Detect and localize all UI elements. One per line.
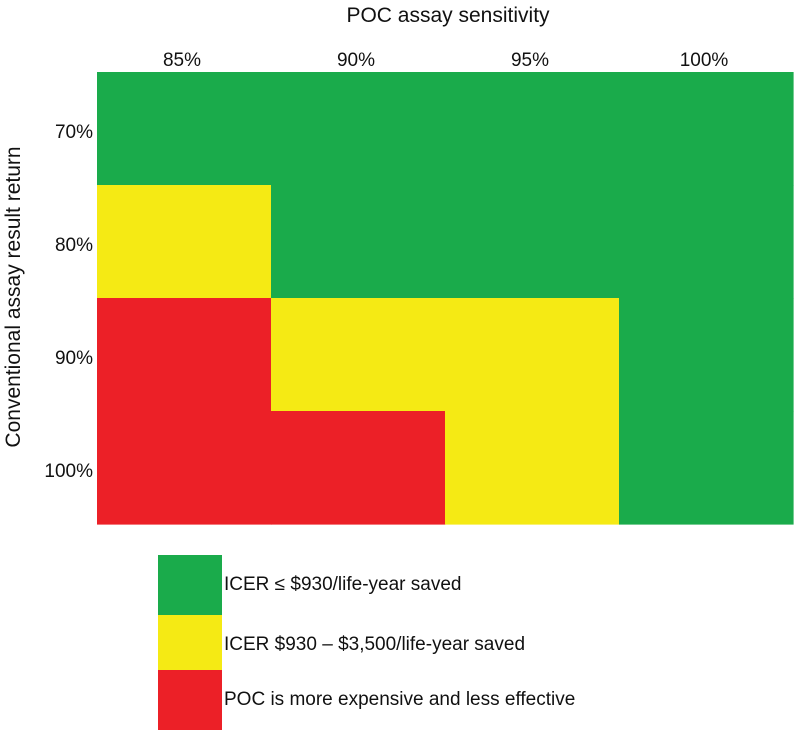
y-tick-label: 70% [55,122,93,143]
heatmap-cells [97,72,794,525]
heatmap-cell-r0-c2 [445,72,620,186]
x-tick-label: 85% [163,50,201,71]
heatmap-cell-r1-c3 [619,185,794,299]
x-tick-label: 100% [680,50,729,71]
legend-swatch-red [158,670,222,730]
heatmap-cell-r1-c2 [445,185,620,299]
heatmap-cell-r2-c2 [445,298,620,412]
legend-item-red: POC is more expensive and less effective [158,670,758,730]
legend-label-red: POC is more expensive and less effective [224,689,576,710]
y-tick-label: 90% [55,348,93,369]
heatmap-cell-r3-c0 [97,411,272,525]
heatmap-cell-r3-c1 [271,411,446,525]
legend-item-yellow: ICER $930 – $3,500/life-year saved [158,615,758,675]
heatmap-cell-r2-c1 [271,298,446,412]
x-tick-label: 95% [511,50,549,71]
heatmap-cell-r3-c2 [445,411,620,525]
x-axis-title: POC assay sensitivity [346,4,550,27]
y-axis-title: Conventional assay result return [2,146,25,447]
y-tick-label: 100% [44,461,93,482]
x-tick-label: 90% [337,50,375,71]
legend-label-yellow: ICER $930 – $3,500/life-year saved [224,634,526,655]
heatmap-cell-r2-c0 [97,298,272,412]
heatmap-cell-r1-c0 [97,185,272,299]
heatmap-cell-r0-c0 [97,72,272,186]
heatmap-cell-r0-c3 [619,72,794,186]
legend-label-green: ICER ≤ $930/life-year saved [224,574,462,595]
legend-swatch-yellow [158,615,222,675]
heatmap-cell-r3-c3 [619,411,794,525]
y-tick-label: 80% [55,235,93,256]
x-tick-labels: 85% 90% 95% 100% [163,50,728,71]
heatmap-cell-r1-c1 [271,185,446,299]
heatmap-cell-r0-c1 [271,72,446,186]
legend-item-green: ICER ≤ $930/life-year saved [158,555,758,615]
heatmap-chart: POC assay sensitivity 85% 90% 95% 100% 70% 8… [2,4,794,525]
legend-swatch-green [158,555,222,615]
y-tick-labels: 70% 80% 90% 100% [44,122,93,482]
heatmap-cell-r2-c3 [619,298,794,412]
